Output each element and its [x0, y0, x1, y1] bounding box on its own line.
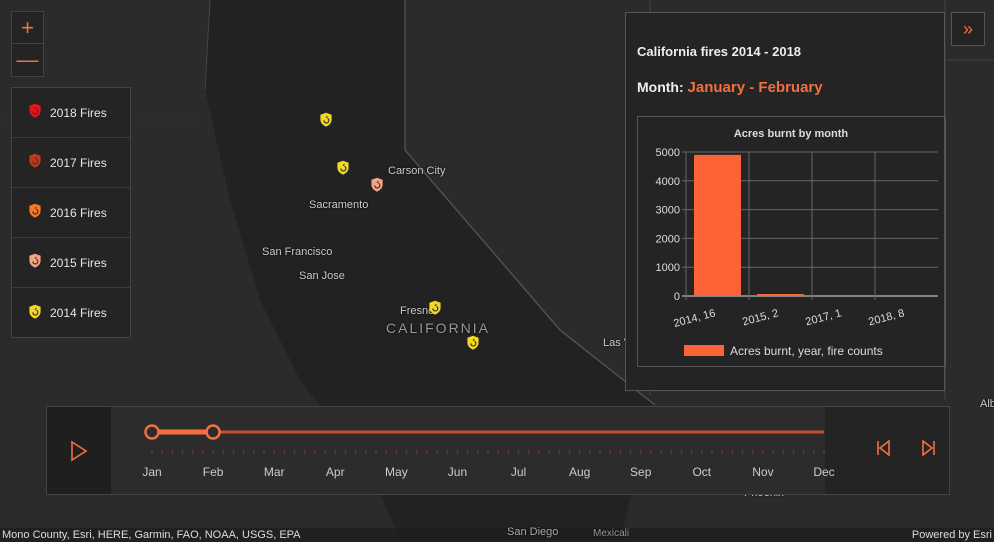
previous-icon — [877, 439, 890, 457]
slider-start-thumb[interactable] — [144, 424, 160, 440]
previous-button[interactable] — [875, 437, 893, 464]
legend-item[interactable]: 2018 Fires — [12, 88, 130, 138]
y-tick-label: 3000 — [656, 205, 680, 217]
fire-marker[interactable] — [466, 335, 480, 355]
fire-shield-icon — [28, 203, 50, 221]
zoom-out-button[interactable]: — — [16, 47, 39, 72]
x-tick-label: 2017, 1 — [804, 307, 843, 328]
legend-swatch — [684, 345, 724, 356]
map-label: Alb — [980, 398, 994, 410]
legend-label: 2015 Fires — [50, 255, 107, 270]
fire-marker[interactable] — [336, 160, 350, 180]
powered-by[interactable]: Powered by Esri — [911, 529, 992, 541]
month-tick-label[interactable]: Oct — [692, 465, 712, 479]
month-label: Month: — [637, 79, 684, 95]
play-button[interactable] — [47, 407, 111, 494]
month-tick-label[interactable]: Sep — [630, 465, 652, 479]
chart-legend-label: Acres burnt, year, fire counts — [730, 344, 883, 358]
month-tick-label[interactable]: Apr — [325, 465, 345, 479]
attribution-text: Mono County, Esri, HERE, Garmin, FAO, NO… — [2, 529, 301, 541]
map-label: Carson City — [388, 165, 446, 177]
month-line: Month: January - February — [637, 79, 823, 96]
next-icon — [922, 439, 935, 457]
attribution: Mono County, Esri, HERE, Garmin, FAO, NO… — [0, 528, 994, 542]
month-tick-label[interactable]: Jun — [447, 465, 468, 479]
legend-label: 2018 Fires — [50, 105, 107, 120]
fire-marker[interactable] — [428, 300, 442, 320]
legend-label: 2017 Fires — [50, 155, 107, 170]
bar[interactable] — [694, 154, 741, 296]
y-tick-label: 2000 — [656, 233, 680, 245]
layer-legend: 2018 Fires 2017 Fires 2016 Fires 2015 Fires… — [11, 87, 131, 338]
fire-shield-icon — [28, 103, 50, 121]
y-tick-label: 5000 — [656, 147, 680, 159]
slider-end-thumb[interactable] — [205, 424, 221, 440]
bar[interactable] — [757, 293, 804, 296]
popup-panel: California fires 2014 - 2018 Month: Janu… — [625, 12, 946, 391]
month-tick-label[interactable]: Feb — [202, 465, 224, 479]
legend-item[interactable]: 2014 Fires — [12, 288, 130, 338]
fire-shield-icon — [28, 153, 50, 171]
x-tick-label: 2018, 8 — [867, 307, 906, 328]
month-tick-label[interactable]: Jul — [510, 465, 527, 479]
map-label: Sacramento — [309, 199, 369, 211]
legend-label: 2014 Fires — [50, 306, 107, 320]
month-tick-label[interactable]: May — [385, 465, 408, 479]
chart-title: Acres burnt by month — [734, 128, 849, 140]
map-label: CALIFORNIA — [386, 320, 491, 336]
fire-marker[interactable] — [370, 177, 384, 197]
legend-item[interactable]: 2016 Fires — [12, 188, 130, 238]
fire-shield-icon — [28, 253, 50, 271]
legend-label: 2016 Fires — [50, 205, 107, 220]
collapse-panel-button[interactable]: » — [951, 12, 985, 46]
month-tick-label[interactable]: Mar — [263, 465, 285, 479]
map-label: San Jose — [299, 270, 345, 282]
month-value: January - February — [687, 79, 823, 96]
map-label: Las V — [603, 337, 632, 349]
legend-item[interactable]: 2015 Fires — [12, 238, 130, 288]
fire-shield-icon — [28, 304, 50, 322]
month-tick-label[interactable]: Dec — [813, 465, 835, 479]
chart: Acres burnt by month 0 1000 2000 3000 4000 500… — [637, 116, 946, 367]
map-label: Mexicali — [593, 528, 630, 539]
slider-track[interactable]: Jan Feb Mar Apr May Jun Jul Aug Sep Oct Nov Dec — [111, 407, 835, 494]
y-tick-label: 4000 — [656, 176, 680, 188]
month-tick-label[interactable]: Jan — [142, 465, 162, 479]
y-tick-label: 1000 — [656, 262, 680, 274]
zoom-in-button[interactable]: + — [12, 12, 43, 44]
map-label: San Francisco — [262, 246, 333, 258]
x-tick-label: 2015, 2 — [741, 307, 780, 328]
legend-item[interactable]: 2017 Fires — [12, 138, 130, 188]
y-tick-label: 0 — [674, 291, 680, 303]
popup-title: California fires 2014 - 2018 — [637, 44, 802, 59]
zoom-control: + — — [11, 11, 44, 77]
month-tick-label[interactable]: Aug — [568, 465, 591, 479]
month-tick-label[interactable]: Nov — [752, 465, 774, 479]
double-chevron-right-icon: » — [962, 18, 973, 39]
next-button[interactable] — [919, 437, 937, 464]
map-label: San Diego — [507, 526, 559, 538]
fire-marker[interactable] — [319, 112, 333, 132]
x-tick-label: 2014, 16 — [672, 307, 716, 330]
play-icon — [71, 440, 88, 461]
time-slider: Jan Feb Mar Apr May Jun Jul Aug Sep Oct Nov Dec — [46, 406, 950, 495]
map-label: Fresno — [400, 305, 435, 317]
